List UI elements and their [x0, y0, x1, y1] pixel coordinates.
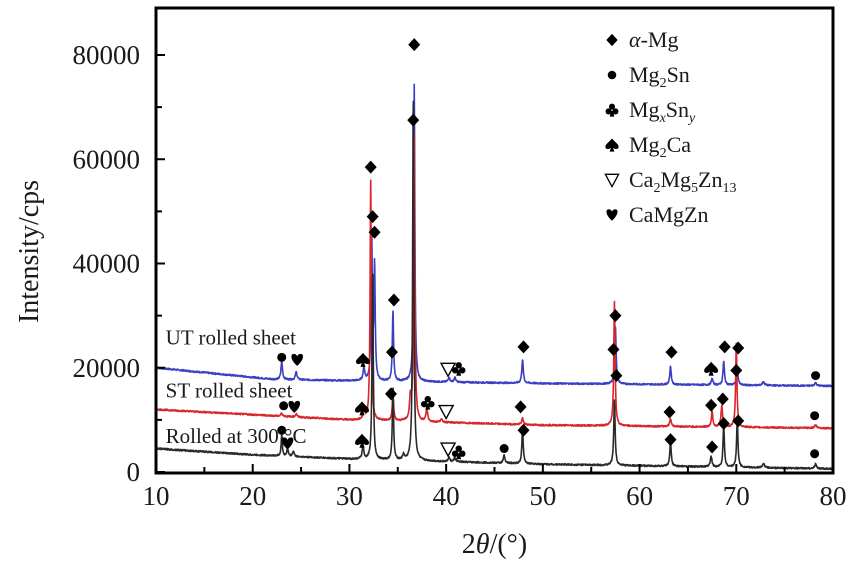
peak-marker-heart [291, 353, 304, 366]
peak-marker-diamond [607, 343, 620, 357]
peak-marker-circle [810, 449, 820, 459]
legend-entry: Mg2Ca [605, 132, 691, 161]
peak-marker-diamond [732, 414, 745, 428]
y-tick-label: 20000 [73, 353, 141, 383]
series-line-2 [155, 100, 834, 471]
series-label: Rolled at 300 °C [166, 424, 307, 448]
peak-marker-diamond [366, 210, 379, 224]
legend-spade-icon [605, 138, 619, 152]
peak-marker-diamond [718, 340, 731, 354]
peak-marker-diamond [610, 369, 623, 383]
plot-frame [154, 6, 835, 475]
peak-marker-circle [277, 425, 287, 435]
legend-heart-icon [606, 209, 618, 221]
peak-marker-diamond [717, 417, 730, 431]
peak-marker-diamond [408, 38, 421, 52]
peak-marker-spade [355, 401, 370, 416]
peak-marker-diamond [407, 113, 420, 127]
legend-entry: MgxSny [605, 97, 696, 126]
series-label: ST rolled sheet [166, 378, 293, 402]
peak-marker-diamond [664, 433, 677, 447]
x-tick-label: 30 [336, 481, 363, 511]
peak-marker-diamond [705, 398, 718, 412]
peak-marker-circle [277, 352, 287, 362]
peak-marker-triangle-down-open [439, 362, 457, 378]
peak-marker-circle [279, 401, 289, 411]
legend-label: MgxSny [629, 97, 696, 126]
peak-marker-club [420, 395, 435, 410]
peak-marker-spade [355, 433, 370, 448]
x-tick-label: 70 [723, 481, 750, 511]
y-tick-label: 40000 [73, 249, 141, 279]
peak-marker-heart [288, 400, 301, 413]
peak-marker-triangle-down-open [439, 442, 457, 458]
legend-entry: Ca2Mg5Zn13 [604, 167, 736, 196]
legend-entry: Mg2Sn [607, 62, 690, 91]
axis-ticks: 10 20 30 40 50 60 70 80 0 20000 40000 60000 80000 [73, 40, 847, 511]
y-tick-label: 60000 [73, 144, 141, 174]
peak-marker-diamond [665, 345, 678, 359]
y-axis-label: Intensity/cps [14, 180, 45, 323]
legend-label: CaMgZn [629, 202, 708, 227]
legend-diamond-icon [606, 33, 618, 47]
legend-label: Mg2Sn [629, 62, 690, 91]
peak-marker-heart [281, 437, 294, 450]
peak-marker-circle [811, 371, 821, 381]
series-layer [155, 83, 834, 471]
peak-marker-circle [499, 444, 509, 454]
legend-entry: α-Mg [606, 27, 678, 52]
legend-triangle-down-open-icon [604, 173, 620, 189]
peak-marker-diamond [385, 345, 398, 359]
peak-marker-circle [810, 411, 820, 421]
legend-circle-icon [607, 70, 617, 80]
peak-marker-diamond [514, 400, 527, 414]
legend-label: Ca2Mg5Zn13 [629, 167, 736, 196]
peak-marker-diamond [609, 309, 622, 323]
peak-marker-spade [355, 352, 370, 367]
peak-marker-diamond [385, 387, 398, 401]
peak-marker-club [451, 362, 466, 376]
legend: α-Mg Mg2Sn MgxSny Mg2Ca Ca2Mg5Zn13 CaMgZn [604, 27, 736, 227]
legend-entry: CaMgZn [606, 202, 708, 227]
y-tick-label: 0 [127, 457, 141, 487]
series-line-0 [155, 83, 834, 388]
peak-marker-layer [277, 38, 821, 460]
legend-label: Mg2Ca [629, 132, 691, 161]
legend-label: α-Mg [629, 27, 678, 52]
peak-marker-diamond [517, 423, 530, 437]
x-tick-label: 40 [433, 481, 460, 511]
peak-marker-diamond [517, 340, 530, 354]
x-tick-label: 80 [820, 481, 847, 511]
series-label: UT rolled sheet [166, 325, 296, 349]
x-tick-label: 10 [143, 481, 170, 511]
x-tick-label: 20 [239, 481, 266, 511]
peak-marker-club [451, 445, 466, 460]
peak-marker-diamond [364, 160, 377, 174]
peak-marker-spade [704, 361, 719, 376]
peak-marker-triangle-down-open [437, 404, 455, 421]
peak-marker-diamond [706, 440, 719, 454]
series-label-layer: UT rolled sheet ST rolled sheet Rolled at … [166, 325, 307, 448]
peak-marker-diamond [732, 341, 745, 355]
x-axis-label: 2θ/(°) [462, 529, 527, 560]
peak-marker-diamond [730, 363, 743, 377]
x-tick-label: 60 [626, 481, 653, 511]
peak-marker-diamond [387, 293, 400, 307]
x-tick-label: 50 [529, 481, 556, 511]
legend-club-icon [605, 103, 619, 117]
y-tick-label: 80000 [73, 40, 141, 70]
peak-marker-diamond [716, 392, 729, 406]
peak-marker-diamond [368, 225, 381, 239]
peak-marker-diamond [663, 405, 676, 419]
